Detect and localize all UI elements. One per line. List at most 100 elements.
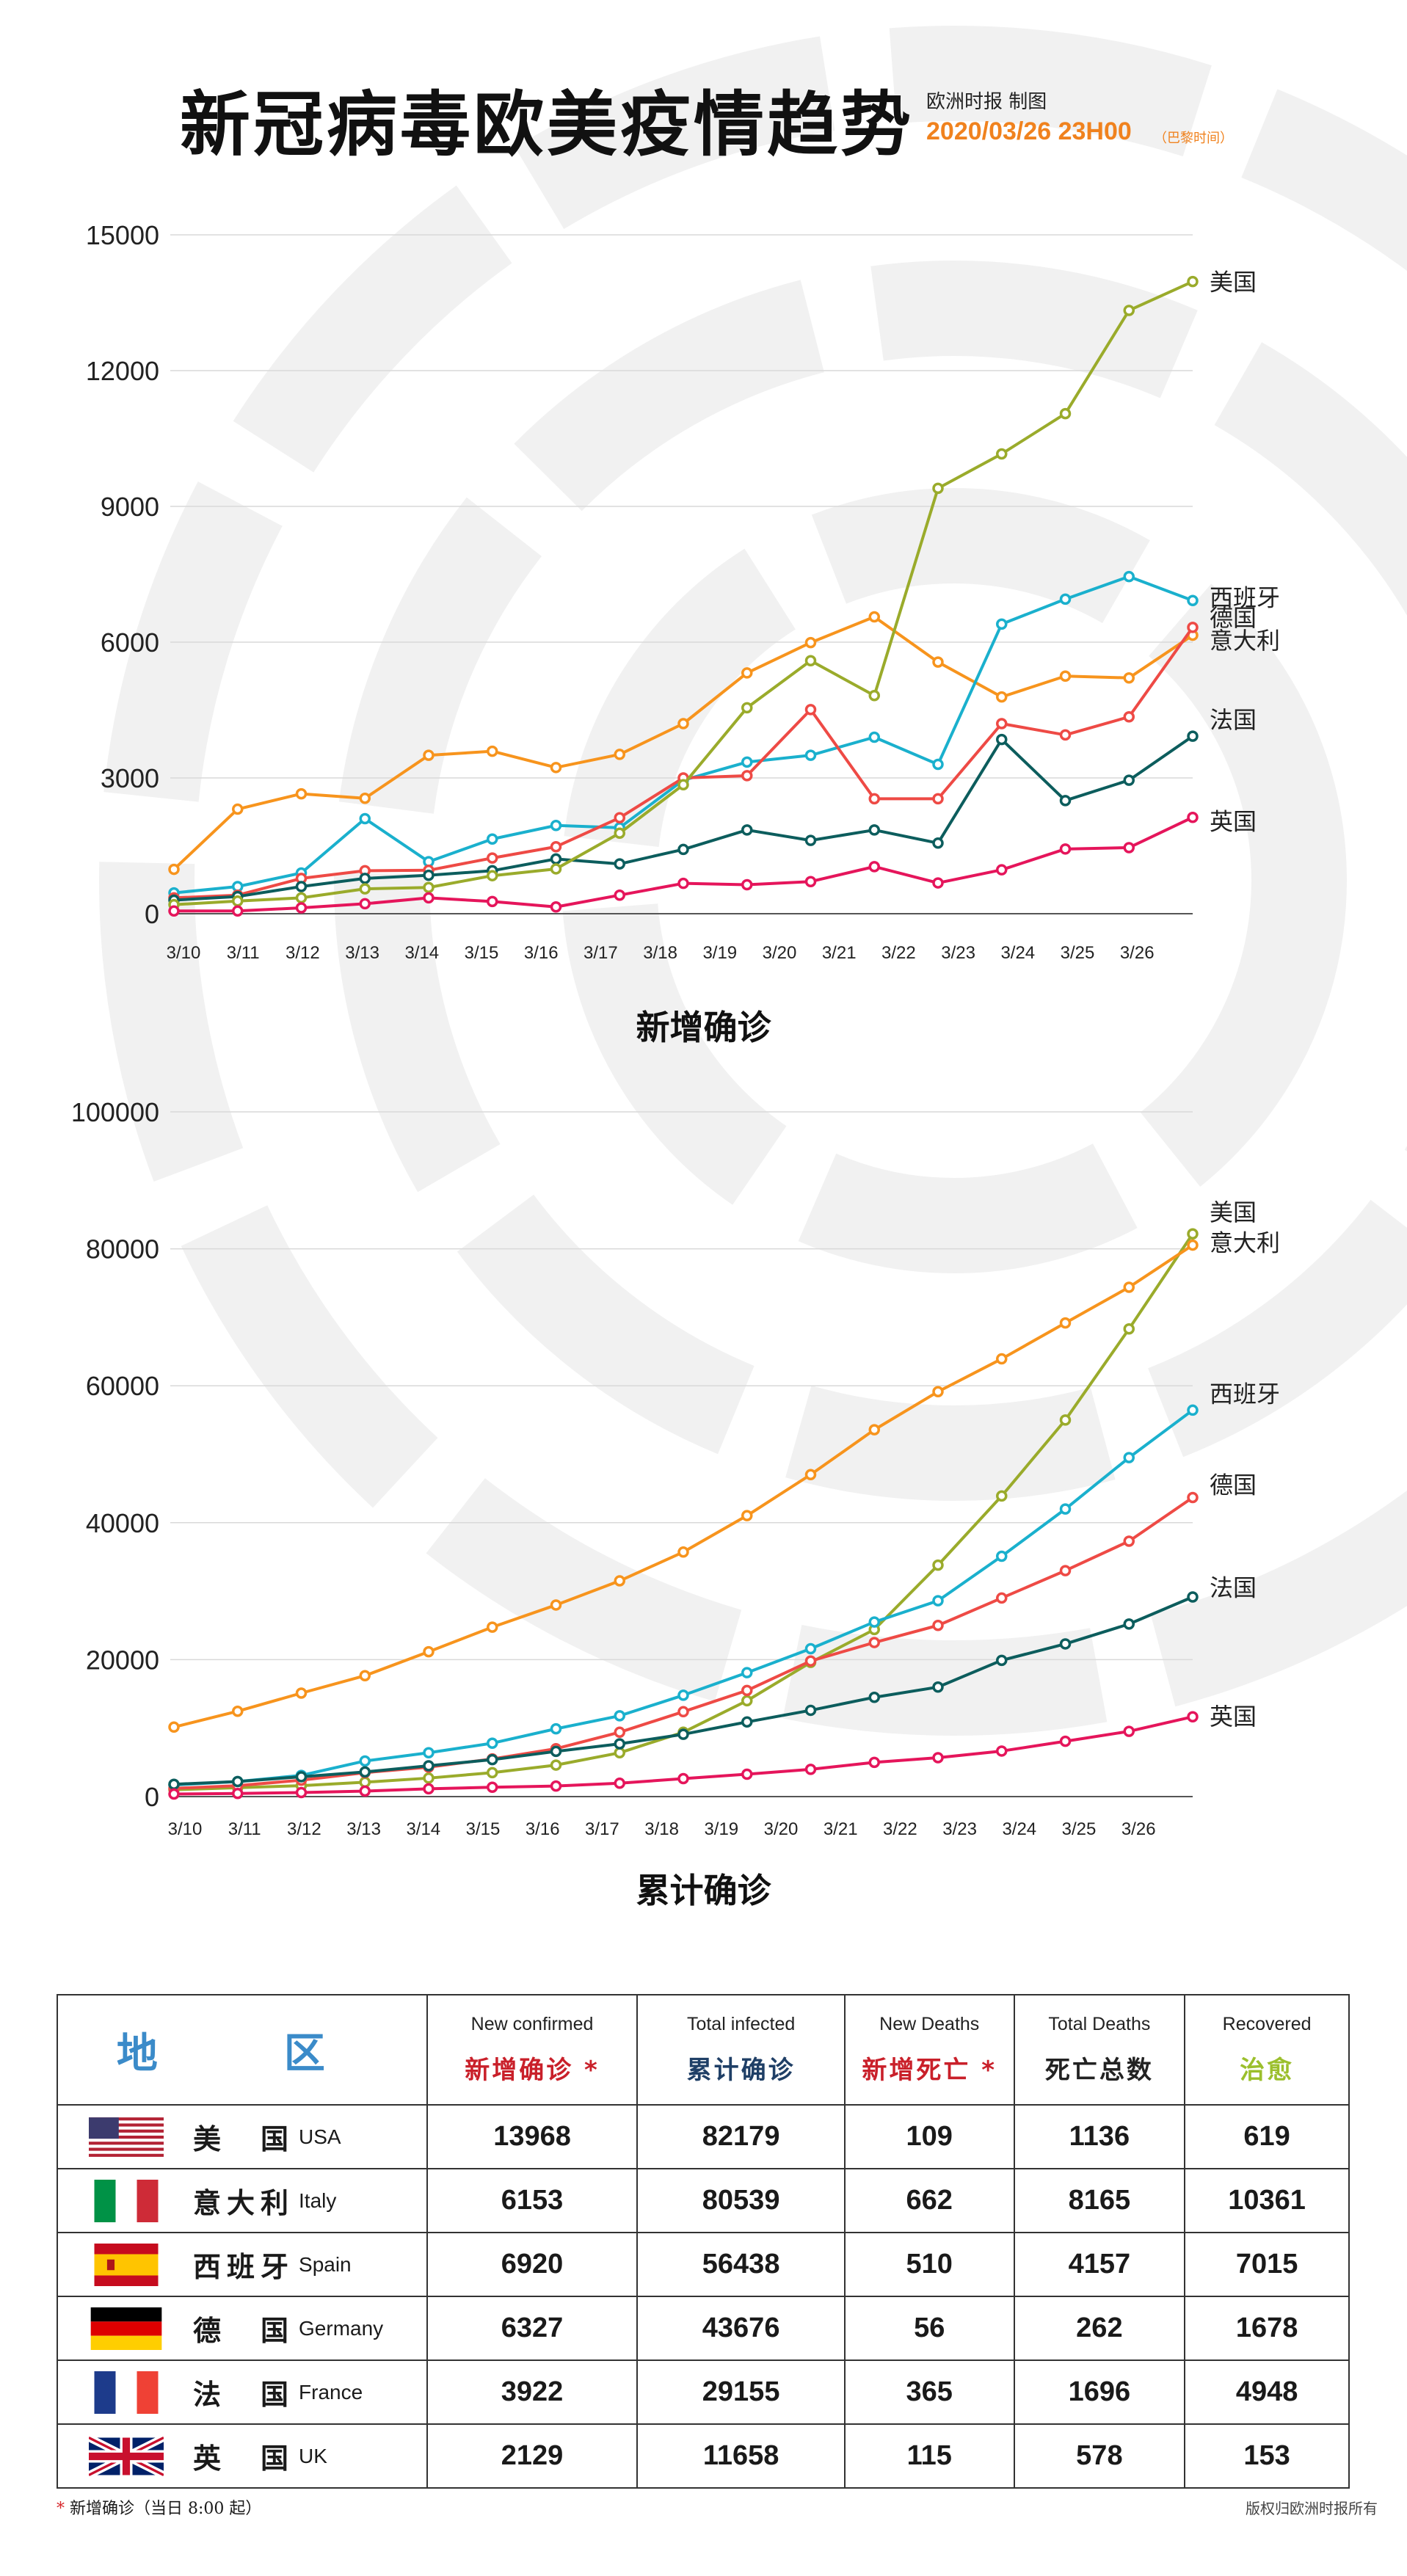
data-point-italy [932, 656, 944, 668]
data-point-italy [804, 636, 817, 649]
data-point-uk [614, 1778, 625, 1789]
data-point-spain [359, 812, 371, 825]
usa-flag-icon [89, 2117, 164, 2157]
data-point-italy [868, 611, 880, 623]
data-point-uk [295, 902, 308, 914]
series-end-label: 意大利 [1210, 1229, 1280, 1256]
data-point-italy [1059, 670, 1072, 682]
data-point-usa [614, 1747, 625, 1759]
page-title: 新冠病毒欧美疫情趋势 [180, 84, 914, 166]
data-point-uk [232, 905, 244, 917]
data-point-france [359, 873, 371, 884]
x-tick-label: 3/17 [585, 1819, 619, 1839]
x-tick-label: 3/19 [702, 943, 737, 963]
y-tick-label: 12000 [86, 356, 159, 386]
italy-flag-icon [94, 2179, 159, 2222]
recovered-value: 4948 [1184, 2359, 1350, 2425]
y-tick-label: 0 [145, 899, 159, 929]
new-deaths-value: 56 [843, 2296, 1015, 2361]
data-point-france [1123, 774, 1135, 786]
data-point-usa [1187, 1228, 1199, 1240]
data-point-germany [932, 793, 944, 805]
series-end-label: 法国 [1210, 1574, 1257, 1602]
data-point-uk [1123, 842, 1135, 854]
data-point-usa [550, 1759, 562, 1771]
data-point-spain [1059, 1503, 1072, 1515]
data-point-uk [487, 895, 498, 908]
data-point-italy [932, 1386, 944, 1397]
x-tick-label: 3/15 [466, 1819, 501, 1839]
data-point-france [295, 1771, 308, 1783]
timezone-note: （巴黎时间） [1154, 131, 1233, 146]
total-infected-value: 11658 [636, 2423, 846, 2489]
x-tick-label: 3/10 [168, 1819, 203, 1839]
series-end-label: 英国 [1210, 1703, 1257, 1731]
table-row: 美 国 USA 13968 82179 109 1136 619 [57, 2104, 1350, 2169]
data-point-spain [1187, 594, 1199, 607]
total-deaths-value: 578 [1013, 2423, 1186, 2489]
data-point-spain [677, 1689, 689, 1701]
data-point-italy [1123, 672, 1135, 684]
total-infected-value: 56438 [636, 2232, 846, 2297]
data-point-italy [232, 803, 244, 815]
country-name-en: UK [299, 2444, 327, 2467]
data-point-usa [741, 702, 753, 714]
data-point-usa [932, 482, 944, 495]
data-point-uk [614, 889, 625, 901]
country-name: 美 国 [193, 2123, 295, 2155]
x-tick-label: 3/12 [286, 943, 320, 963]
data-point-france [804, 1704, 817, 1717]
data-point-france [487, 1753, 498, 1766]
data-point-spain [868, 1616, 880, 1628]
column-header: New Deaths 新增死亡 * [843, 1994, 1015, 2106]
data-point-spain [804, 749, 817, 761]
country-cell: 美 国 USA [57, 2104, 428, 2169]
footnote: * 新增确诊（当日 8:00 起） [57, 2500, 262, 2518]
total-confirmed-chart: 0 20000 40000 60000 80000 100000 3/10 3/11 3/12 3… [71, 1097, 1280, 1839]
data-point-france [550, 1745, 562, 1758]
data-point-france [1187, 730, 1199, 742]
data-point-germany [996, 718, 1008, 729]
y-tick-label: 9000 [101, 492, 159, 522]
x-tick-label: 3/23 [942, 1819, 977, 1839]
data-point-usa [996, 1490, 1008, 1502]
y-tick-label: 6000 [101, 627, 159, 658]
total-confirmed-chart-title: 累计确诊 [636, 1871, 771, 1910]
data-point-france [1187, 1591, 1199, 1603]
data-point-france [996, 733, 1008, 746]
data-point-spain [932, 1595, 944, 1607]
country-name-en: Spain [299, 2252, 352, 2276]
data-point-germany [1187, 622, 1199, 633]
data-point-germany [614, 1726, 625, 1739]
data-point-usa [868, 690, 880, 702]
new-confirmed-value: 6920 [426, 2232, 639, 2297]
region-header: 地 区 [57, 1994, 428, 2106]
country-name-en: France [299, 2380, 363, 2404]
data-point-italy [741, 1510, 753, 1521]
data-point-usa [487, 1767, 498, 1779]
data-point-germany [550, 840, 562, 853]
data-point-italy [487, 1621, 498, 1633]
data-point-uk [168, 905, 180, 917]
data-point-germany [1059, 729, 1072, 741]
new-confirmed-chart: 0 3000 6000 9000 12000 15000 3/10 3/11 3/12 3/13 3… [86, 220, 1280, 963]
recovered-value: 7015 [1184, 2232, 1350, 2297]
column-header: New confirmed 新增确诊 * [426, 1994, 639, 2106]
data-point-italy [741, 667, 753, 679]
data-point-uk [996, 1745, 1008, 1757]
series-end-label: 西班牙 [1210, 1380, 1280, 1408]
data-point-usa [1187, 275, 1199, 288]
x-tick-label: 3/16 [526, 1819, 560, 1839]
data-point-germany [804, 1655, 817, 1667]
data-point-uk [550, 1780, 562, 1792]
data-point-italy [1187, 1239, 1199, 1251]
y-tick-label: 15000 [86, 220, 159, 250]
x-tick-label: 3/21 [824, 1819, 858, 1839]
spain-flag-icon [94, 2243, 159, 2286]
report-datetime: 2020/03/26 23H00 [926, 117, 1132, 145]
data-point-france [614, 858, 625, 870]
data-point-usa [550, 863, 562, 875]
new-deaths-value: 115 [843, 2423, 1015, 2489]
data-point-uk [1187, 1711, 1199, 1722]
